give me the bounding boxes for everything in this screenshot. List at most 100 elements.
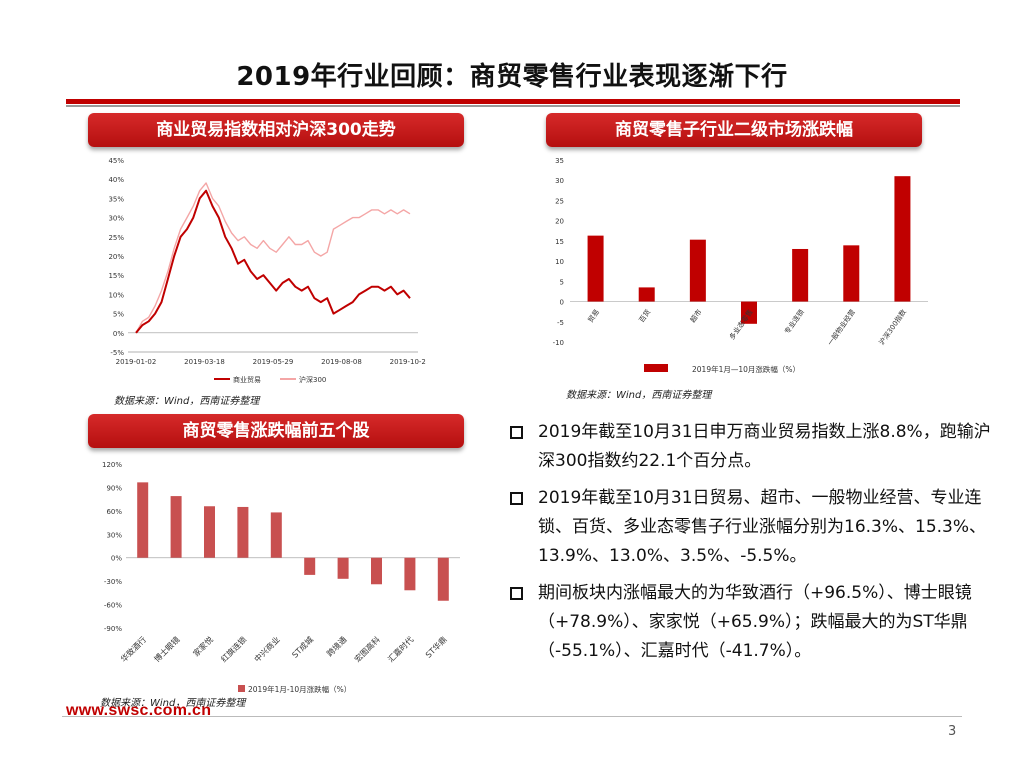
bullet-item: 2019年截至10月31日申万商业贸易指数上涨8.8%，跑输沪深300指数约22…: [510, 418, 1000, 476]
banner-line-chart: 商业贸易指数相对沪深300走势: [88, 113, 464, 147]
y-tick-label: 5: [560, 278, 564, 286]
top-five-bar-chart: -90% -60% -30% 0% 30% 60% 90% 120% 华致酒行 博士眼镜 家家悦 红旗…: [102, 461, 460, 694]
page-title: 2019年行业回顾：商贸零售行业表现逐渐下行: [236, 62, 788, 92]
page-number: 3: [948, 724, 957, 739]
checkbox-bullet-icon: [510, 587, 523, 600]
x-tick-label: 中兴商业: [252, 634, 282, 664]
x-tick-label: 红旗连锁: [219, 634, 249, 664]
x-tick-label: ST成城: [290, 634, 315, 659]
series-line: [135, 182, 411, 334]
x-tick-label: 2019-01-02: [116, 358, 157, 366]
y-tick-label: 30: [555, 177, 564, 185]
x-tick-label: 跨境通: [324, 634, 348, 658]
bullet-list: 2019年截至10月31日申万商业贸易指数上涨8.8%，跑输沪深300指数约22…: [510, 418, 1000, 674]
series-line: [135, 189, 411, 334]
x-tick-label: 华致酒行: [118, 634, 148, 664]
bar: [587, 235, 604, 302]
bullet-text: 2019年截至10月31日申万商业贸易指数上涨8.8%，跑输沪深300指数约22…: [538, 422, 991, 471]
y-tick-label: 15: [555, 238, 564, 246]
bar: [404, 557, 416, 591]
y-tick-label: -5%: [110, 349, 124, 357]
y-tick-label: 25%: [108, 234, 124, 242]
footer-rule: [62, 716, 962, 717]
bar: [792, 248, 809, 302]
bar: [170, 496, 182, 558]
y-tick-label: 0%: [113, 330, 124, 338]
y-tick-label: 0: [560, 299, 564, 307]
x-tick-label: 超市: [688, 308, 703, 325]
x-tick-label: 专业连锁: [782, 308, 805, 336]
bar: [689, 239, 706, 302]
bar: [304, 557, 316, 575]
title-rule: [66, 99, 960, 104]
x-tick-label: 贸易: [586, 308, 601, 325]
bar: [741, 301, 757, 324]
x-tick-label: 沪深300指数: [877, 308, 908, 347]
bullet-item: 2019年截至10月31日贸易、超市、一般物业经营、专业连锁、百货、多业态零售子…: [510, 484, 1000, 571]
bar: [638, 287, 655, 302]
bullet-text: 2019年截至10月31日贸易、超市、一般物业经营、专业连锁、百货、多业态零售子…: [538, 488, 987, 566]
y-tick-label: -5: [557, 319, 564, 327]
bar: [237, 506, 249, 558]
x-tick-label: 2019-03-18: [184, 358, 225, 366]
y-tick-label: 25: [555, 197, 564, 205]
source-note: 数据来源：Wind，西南证券整理: [100, 698, 246, 709]
y-tick-label: 35%: [108, 195, 124, 203]
x-tick-label: 博士眼镜: [152, 634, 182, 664]
legend-label: 商业贸易: [233, 375, 261, 384]
y-tick-label: 40%: [108, 176, 124, 184]
legend-swatch: [238, 685, 245, 692]
bar: [371, 557, 382, 585]
title-rule-shadow: [66, 105, 960, 107]
x-tick-label: 家家悦: [191, 634, 215, 658]
x-tick-label: 2019-10-21: [390, 358, 426, 366]
bullet-item: 期间板块内涨幅最大的为华致酒行（+96.5%）、博士眼镜（+78.9%）、家家悦…: [510, 579, 1000, 666]
checkbox-bullet-icon: [510, 492, 523, 505]
y-tick-label: 30%: [106, 531, 122, 539]
source-note: 数据来源：Wind，西南证券整理: [566, 390, 712, 401]
y-tick-label: 35: [555, 157, 564, 165]
legend-label: 2019年1月—10月涨跌幅（%）: [692, 364, 800, 374]
bar: [337, 557, 349, 579]
y-tick-label: -10: [553, 339, 564, 347]
y-tick-label: -90%: [104, 625, 122, 633]
bullet-text: 期间板块内涨幅最大的为华致酒行（+96.5%）、博士眼镜（+78.9%）、家家悦…: [538, 583, 972, 661]
line-chart-panel: -5% 0% 5% 10% 15% 20% 25% 30% 35% 40% 45% 2019-01-0…: [96, 152, 426, 392]
x-tick-label: 多业态零售: [727, 308, 754, 342]
banner-top-five: 商贸零售涨跌幅前五个股: [88, 414, 464, 448]
top-five-chart-panel: -90% -60% -30% 0% 30% 60% 90% 120% 华致酒行 博士眼镜 家家悦 红旗…: [88, 456, 468, 701]
y-tick-label: -30%: [104, 578, 122, 586]
line-chart: -5% 0% 5% 10% 15% 20% 25% 30% 35% 40% 45% 2019-01-0…: [108, 157, 426, 384]
x-tick-label: 宏图高科: [352, 634, 382, 664]
checkbox-bullet-icon: [510, 426, 523, 439]
bar: [270, 512, 282, 558]
y-tick-label: 15%: [108, 272, 124, 280]
y-tick-label: 45%: [108, 157, 124, 165]
x-tick-label: ST华鼎: [423, 634, 448, 659]
company-logo: www.swsc.com.cn: [66, 702, 212, 719]
y-tick-label: 90%: [106, 484, 122, 492]
y-tick-label: 30%: [108, 215, 124, 223]
legend-label: 沪深300: [299, 375, 326, 384]
x-tick-label: 汇嘉时代: [386, 634, 416, 664]
y-tick-label: -60%: [104, 602, 122, 610]
bar: [437, 557, 449, 601]
source-note: 数据来源：Wind，西南证券整理: [114, 396, 260, 407]
legend-swatch: [644, 364, 668, 372]
y-tick-label: 10%: [108, 291, 124, 299]
y-tick-label: 20: [555, 218, 564, 226]
bar: [843, 245, 860, 302]
y-tick-label: 60%: [106, 508, 122, 516]
y-tick-label: 10: [555, 258, 564, 266]
bar: [204, 506, 215, 558]
sub-sector-chart-panel: -10 -5 0 5 10 15 20 25 30 35 贸易 百货 超市 多业态零售 专业连锁 一般物业经营…: [540, 150, 932, 380]
y-tick-label: 5%: [113, 311, 124, 319]
y-tick-label: 20%: [108, 253, 124, 261]
y-tick-label: 0%: [111, 555, 122, 563]
legend-label: 2019年1月-10月涨跌幅（%）: [248, 684, 351, 694]
x-tick-label: 一般物业经营: [825, 308, 856, 348]
x-tick-label: 2019-08-08: [321, 358, 362, 366]
banner-sub-sector: 商贸零售子行业二级市场涨跌幅: [546, 113, 922, 147]
bar: [137, 482, 149, 558]
bar: [894, 176, 911, 302]
